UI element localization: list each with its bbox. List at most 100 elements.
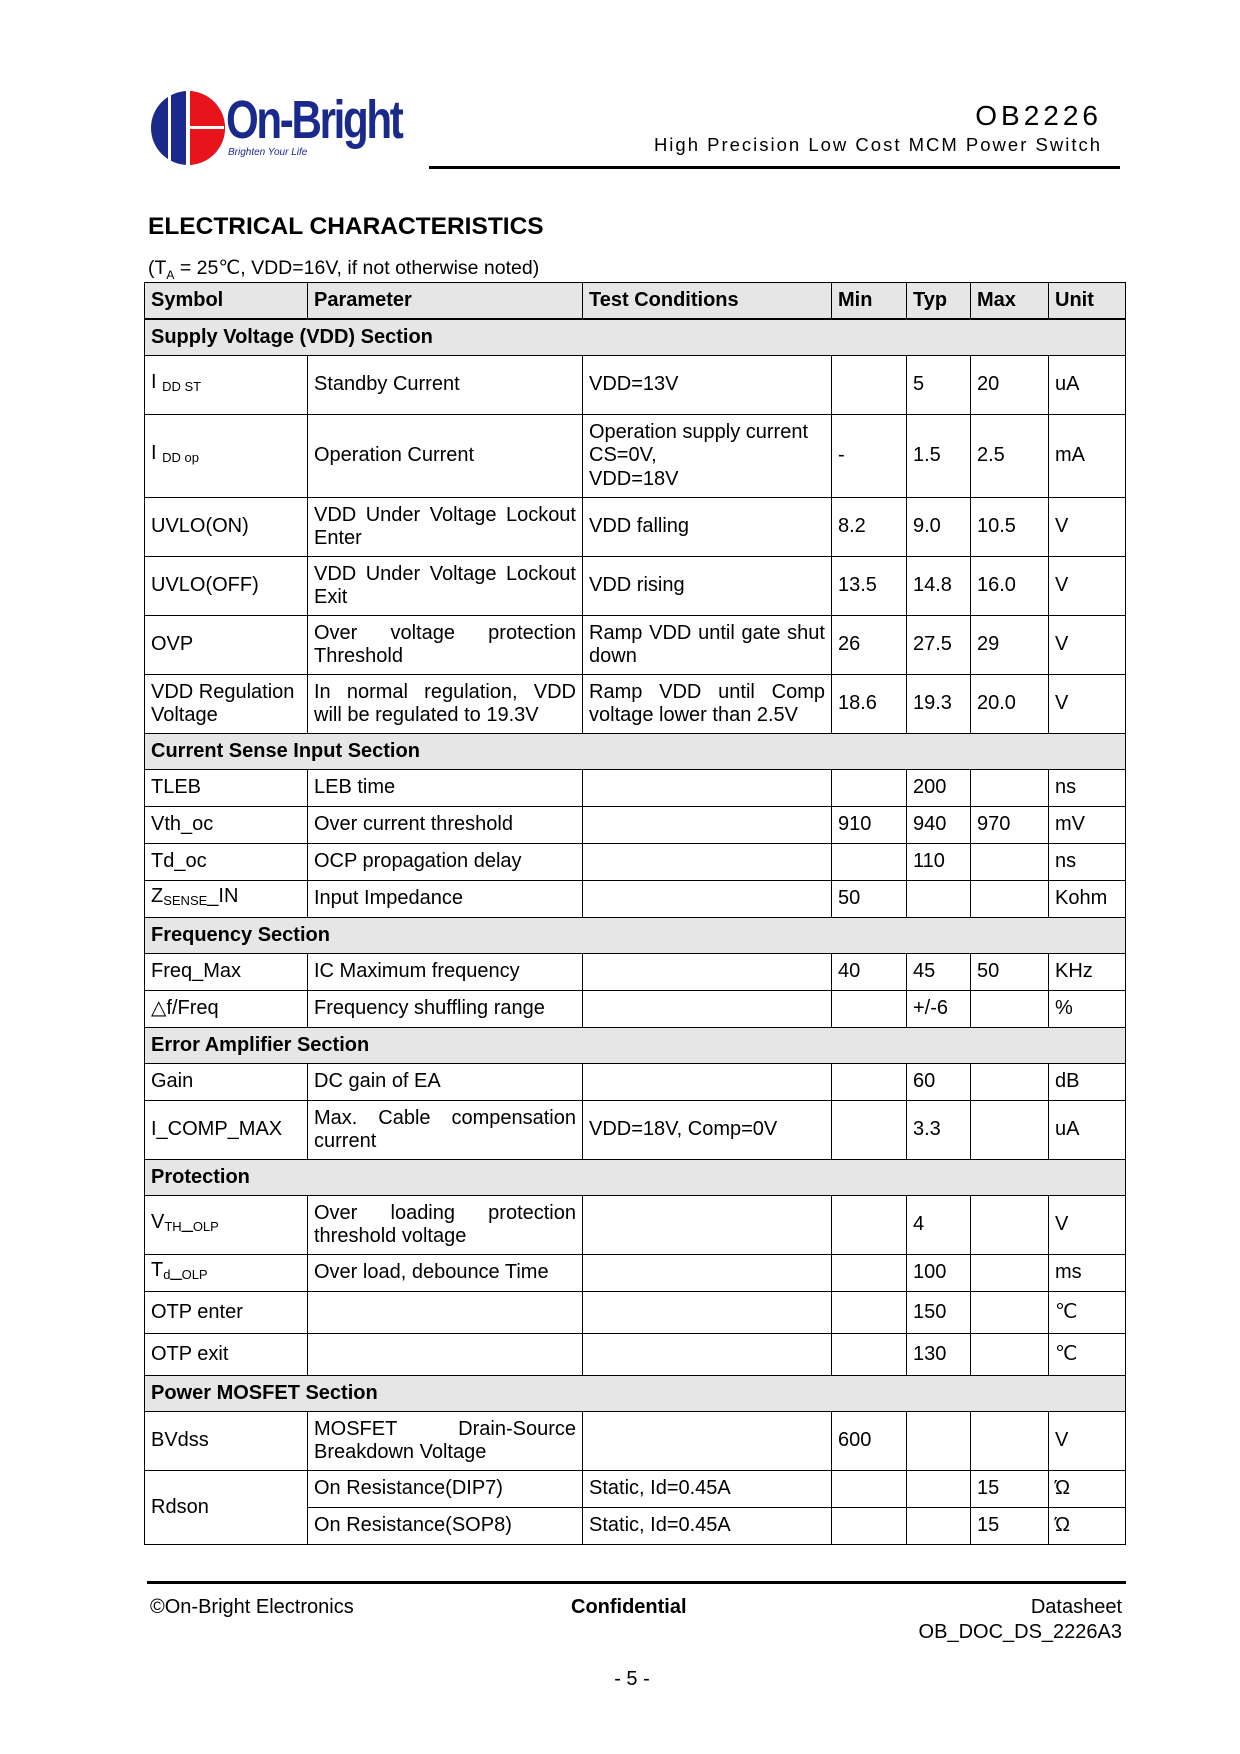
column-header-min: Min xyxy=(831,282,907,320)
cell-symbol: I_COMP_MAX xyxy=(144,1100,308,1160)
cell-max xyxy=(970,843,1049,881)
cell-max xyxy=(970,1411,1049,1471)
cell-min xyxy=(831,355,907,415)
cell-unit: uA xyxy=(1048,1100,1126,1160)
cell-parameter: In normal regulation, VDD will be regula… xyxy=(307,674,583,734)
symbol-sub: SENSE xyxy=(163,893,208,909)
cell-symbol: UVLO(ON) xyxy=(144,497,308,557)
cell-typ xyxy=(906,1411,971,1471)
column-header-max: Max xyxy=(970,282,1049,320)
cell-typ: 940 xyxy=(906,806,971,844)
cell-typ: +/-6 xyxy=(906,990,971,1028)
electrical-characteristics-table: Symbol Parameter Test Conditions Min Typ Max U… xyxy=(144,282,1126,1545)
symbol-suffix: _ xyxy=(170,1259,182,1282)
cell-symbol: ZSENSE_IN xyxy=(144,880,308,918)
symbol-main: UVLO(ON) xyxy=(151,515,249,538)
cell-symbol: Vth_oc xyxy=(144,806,308,844)
symbol-main: UVLO(OFF) xyxy=(151,574,259,597)
cell-test-conditions xyxy=(582,806,832,844)
section-row: Error Amplifier Section xyxy=(144,1027,1126,1064)
cell-test-conditions xyxy=(582,990,832,1028)
cell-parameter: Standby Current xyxy=(307,355,583,415)
symbol-main: T xyxy=(151,1259,164,1282)
symbol-sub: DD ST xyxy=(162,379,202,395)
footer-divider xyxy=(147,1581,1126,1584)
symbol-main: V xyxy=(151,1211,165,1234)
cell-typ: 100 xyxy=(906,1254,971,1292)
symbol-sub: d xyxy=(163,1267,171,1283)
cell-max xyxy=(970,880,1049,918)
test-conditions-note: (TA = 25℃, VDD=16V, if not otherwise not… xyxy=(148,256,539,282)
section-row: Protection xyxy=(144,1159,1126,1196)
cell-unit: ℃ xyxy=(1048,1333,1126,1376)
cell-max: 16.0 xyxy=(970,556,1049,616)
logo-wordmark: On-Bright xyxy=(226,90,404,150)
document-subtitle: High Precision Low Cost MCM Power Switch xyxy=(653,134,1102,155)
symbol-main: I xyxy=(151,442,163,465)
symbol-main: OTP enter xyxy=(151,1300,243,1323)
cell-test-conditions: Operation supply current CS=0V, VDD=18V xyxy=(582,414,832,498)
table-row: I DD ST Standby Current VDD=13V 5 20 uA xyxy=(144,355,1126,415)
symbol-suffix: _IN xyxy=(207,885,239,908)
cell-parameter: Max. Cable compensation current xyxy=(307,1100,583,1160)
section-title: Error Amplifier Section xyxy=(144,1027,1126,1064)
cell-unit: mA xyxy=(1048,414,1126,498)
cell-symbol: BVdss xyxy=(144,1411,308,1471)
table-row: UVLO(ON) VDD Under Voltage Lockout Enter V… xyxy=(144,497,1126,557)
cell-min: 910 xyxy=(831,806,907,844)
cell-max xyxy=(970,1100,1049,1160)
cell-test-conditions xyxy=(582,1411,832,1471)
column-header-test-conditions: Test Conditions xyxy=(582,282,832,320)
cell-parameter: Over load, debounce Time xyxy=(307,1254,583,1292)
table-row: Freq_Max IC Maximum frequency 40 45 50 KHz xyxy=(144,953,1126,991)
symbol-main: Gain xyxy=(151,1070,194,1093)
cell-parameter: Over loading protection threshold voltag… xyxy=(307,1195,583,1255)
cell-symbol: I DD op xyxy=(144,414,308,498)
cell-unit: V xyxy=(1048,615,1126,675)
symbol-main: Freq_Max xyxy=(151,960,242,983)
cell-test-conditions xyxy=(582,880,832,918)
table-row: TLEB LEB time 200 ns xyxy=(144,769,1126,807)
cell-line: CS=0V, xyxy=(589,444,657,467)
conditions-subscript: A xyxy=(166,267,175,282)
cell-symbol: OVP xyxy=(144,615,308,675)
column-header-typ: Typ xyxy=(906,282,971,320)
conditions-text: (T xyxy=(148,257,167,279)
cell-min xyxy=(831,1195,907,1255)
symbol-main: Td_oc xyxy=(151,850,207,873)
cell-typ xyxy=(906,1470,971,1508)
cell-max: 15 xyxy=(970,1470,1049,1508)
cell-min xyxy=(831,769,907,807)
cell-max xyxy=(970,769,1049,807)
cell-test-conditions: VDD rising xyxy=(582,556,832,616)
cell-min xyxy=(831,1100,907,1160)
cell-symbol: Gain xyxy=(144,1063,308,1101)
cell-min xyxy=(831,1333,907,1376)
column-header-unit: Unit xyxy=(1048,282,1126,320)
section-row: Power MOSFET Section xyxy=(144,1375,1126,1412)
table-row: VTH_OLP Over loading protection threshold… xyxy=(144,1195,1126,1255)
table-row: OTP exit 130 ℃ xyxy=(144,1333,1126,1376)
cell-max: 50 xyxy=(970,953,1049,991)
cell-symbol: OTP exit xyxy=(144,1333,308,1376)
cell-parameter: VDD Under Voltage Lockout Enter xyxy=(307,497,583,557)
cell-max xyxy=(970,1291,1049,1334)
cell-typ: 60 xyxy=(906,1063,971,1101)
page-number: - 5 - xyxy=(614,1668,650,1690)
cell-test-conditions xyxy=(582,1291,832,1334)
cell-typ: 45 xyxy=(906,953,971,991)
cell-parameter: VDD Under Voltage Lockout Exit xyxy=(307,556,583,616)
cell-max: 970 xyxy=(970,806,1049,844)
on-bright-logo xyxy=(151,91,225,165)
cell-unit: Kohm xyxy=(1048,880,1126,918)
cell-min: 50 xyxy=(831,880,907,918)
cell-unit: ms xyxy=(1048,1254,1126,1292)
cell-line: Operation supply current xyxy=(589,420,809,443)
cell-typ xyxy=(906,1507,971,1545)
cell-parameter xyxy=(307,1291,583,1334)
logo-tagline: Brighten Your Life xyxy=(228,147,308,158)
cell-symbol: VDD Regulation Voltage xyxy=(144,674,308,734)
footer-doc-type: Datasheet xyxy=(1030,1596,1122,1618)
symbol-main: Rdson xyxy=(151,1495,209,1518)
cell-min: 40 xyxy=(831,953,907,991)
